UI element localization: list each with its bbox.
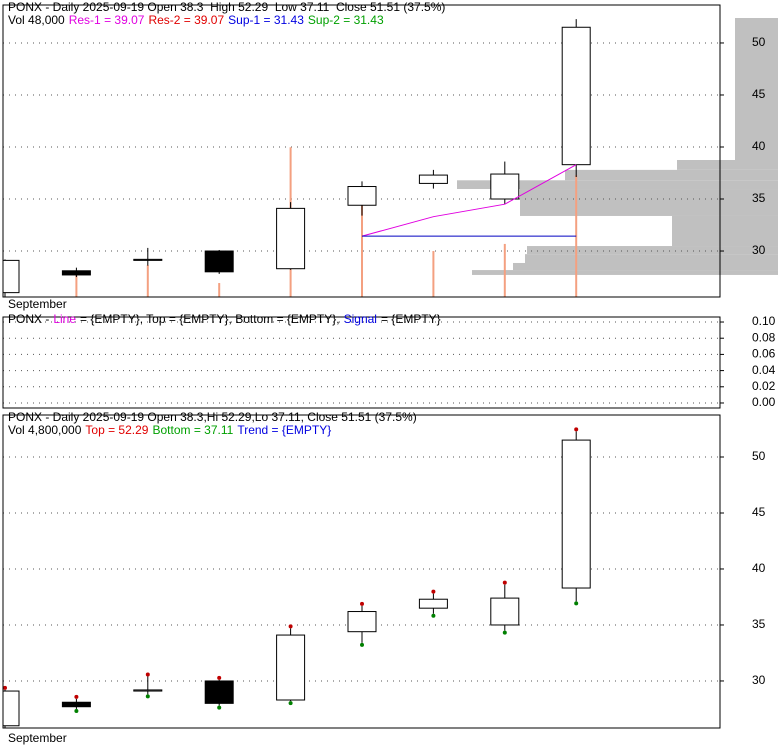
low-marker	[502, 630, 507, 635]
volume-profile-bar	[565, 169, 778, 181]
volume-profile-bar	[735, 18, 778, 160]
legend-line: PONX - Daily 2025-09-19 Open 38.3 High 5…	[8, 0, 445, 14]
candle-body	[61, 270, 91, 276]
high-marker	[145, 672, 150, 677]
candle-body	[133, 689, 163, 692]
candle-body	[561, 26, 591, 166]
candle-body	[204, 250, 234, 273]
high-marker	[3, 685, 7, 690]
panel: 0.00 0.02 0.04 0.06 0.08 0.10 PONX - Line = {EMP…	[2, 312, 776, 409]
candle-body	[347, 186, 377, 206]
high-marker	[574, 427, 579, 432]
volume-profile-bar	[525, 254, 778, 263]
legend-entry: Res-1 = 39.07	[69, 13, 145, 27]
legend-entry: = {EMPTY}, Top = {EMPTY}, Bottom = {EMPT…	[80, 312, 340, 326]
high-marker	[74, 694, 79, 699]
volume-profile-bar	[672, 215, 778, 247]
volume-profile-bar	[520, 189, 778, 216]
x-axis-label: September	[8, 731, 67, 745]
legend-entry: PONX - Daily 2025-09-19 Open 38.3 High 5…	[8, 0, 445, 14]
legend-line: PONX - Line = {EMPTY}, Top = {EMPTY}, Bott…	[8, 312, 441, 326]
high-marker	[217, 675, 222, 680]
low-marker	[431, 613, 436, 618]
low-marker	[574, 601, 579, 606]
y-tick-label: 50	[752, 449, 766, 463]
low-marker	[360, 642, 364, 647]
panel-frame	[2, 316, 721, 409]
high-marker	[360, 601, 364, 606]
legend-entry: PONX -	[8, 312, 49, 326]
low-marker	[3, 731, 7, 735]
legend-entry: Top = 52.29	[85, 423, 148, 437]
y-tick-label: 30	[752, 673, 766, 687]
low-marker	[288, 701, 293, 706]
candle-body	[3, 690, 20, 727]
y-tick-label: 0.10	[752, 314, 776, 328]
x-axis-label: September	[8, 297, 67, 311]
candle-body	[561, 439, 591, 589]
legend-entry: = {EMPTY}	[381, 312, 441, 326]
candle-body	[3, 259, 20, 294]
legend-entry: Vol 4,800,000	[8, 423, 82, 437]
panel: 30 35 40 45 50 September PONX - Daily 2025-09-…	[2, 410, 766, 745]
panel-background	[3, 317, 720, 408]
panel-frame	[2, 414, 721, 729]
candle-body	[347, 611, 377, 633]
y-tick-label: 35	[752, 617, 766, 631]
legend-entry: Sup-1 = 31.43	[228, 13, 304, 27]
legend-entry: Res-2 = 39.07	[148, 13, 224, 27]
y-tick-label: 0.00	[752, 395, 776, 409]
high-marker	[288, 624, 293, 629]
low-marker	[217, 705, 222, 710]
legend-entry: PONX - Daily 2025-09-19 Open 38.3,Hi 52.…	[8, 410, 417, 424]
legend-entry: Trend = {EMPTY}	[237, 423, 331, 437]
candle-body	[204, 680, 234, 704]
volume-profile-bar	[513, 262, 778, 271]
y-tick-label: 0.02	[752, 379, 776, 393]
y-tick-label: 45	[752, 505, 766, 519]
candle-body	[490, 173, 520, 200]
y-tick-label: 45	[752, 87, 766, 101]
plot-area	[3, 427, 591, 735]
legend-line: Vol 4,800,000 Top = 52.29 Bottom = 37.11 Tr…	[8, 423, 331, 437]
panel-frame	[2, 4, 721, 298]
y-tick-label: 40	[752, 561, 766, 575]
panel-background	[3, 415, 720, 728]
panel: 30 35 40 45 50 September PONX - Daily 2025-09-…	[2, 0, 778, 311]
candle-body	[418, 174, 448, 184]
candle-body	[490, 597, 520, 626]
legend-line: PONX - Daily 2025-09-19 Open 38.3,Hi 52.…	[8, 410, 417, 424]
y-tick-label: 40	[752, 139, 766, 153]
y-tick-label: 0.06	[752, 347, 776, 361]
candle-body	[276, 634, 306, 701]
legend-line: Vol 48,000 Res-1 = 39.07 Res-2 = 39.07 Sup-…	[8, 13, 384, 27]
y-tick-label: 35	[752, 191, 766, 205]
y-tick-label: 0.08	[752, 330, 776, 344]
low-marker	[145, 694, 150, 699]
plot-area	[3, 19, 591, 297]
legend-entry: Sup-2 = 31.43	[308, 13, 384, 27]
candle-body	[61, 701, 91, 708]
volume-profile-bar	[457, 180, 778, 190]
volume-profile-bar	[527, 246, 778, 255]
legend-entry: Line	[53, 312, 76, 326]
volume-profile-bar	[472, 270, 778, 275]
legend-entry: Signal	[344, 312, 377, 326]
res-line	[361, 164, 577, 237]
high-marker	[431, 589, 436, 594]
legend-entry: Vol 48,000	[8, 13, 65, 27]
y-tick-label: 50	[752, 35, 766, 49]
volume-profile-bar	[677, 159, 778, 170]
candle-body	[133, 258, 163, 261]
y-tick-label: 0.04	[752, 363, 776, 377]
high-marker	[502, 580, 507, 585]
low-marker	[74, 708, 79, 713]
candle-body	[276, 207, 306, 270]
candle-body	[418, 598, 448, 609]
y-tick-label: 30	[752, 243, 766, 257]
legend-entry: Bottom = 37.11	[152, 423, 233, 437]
